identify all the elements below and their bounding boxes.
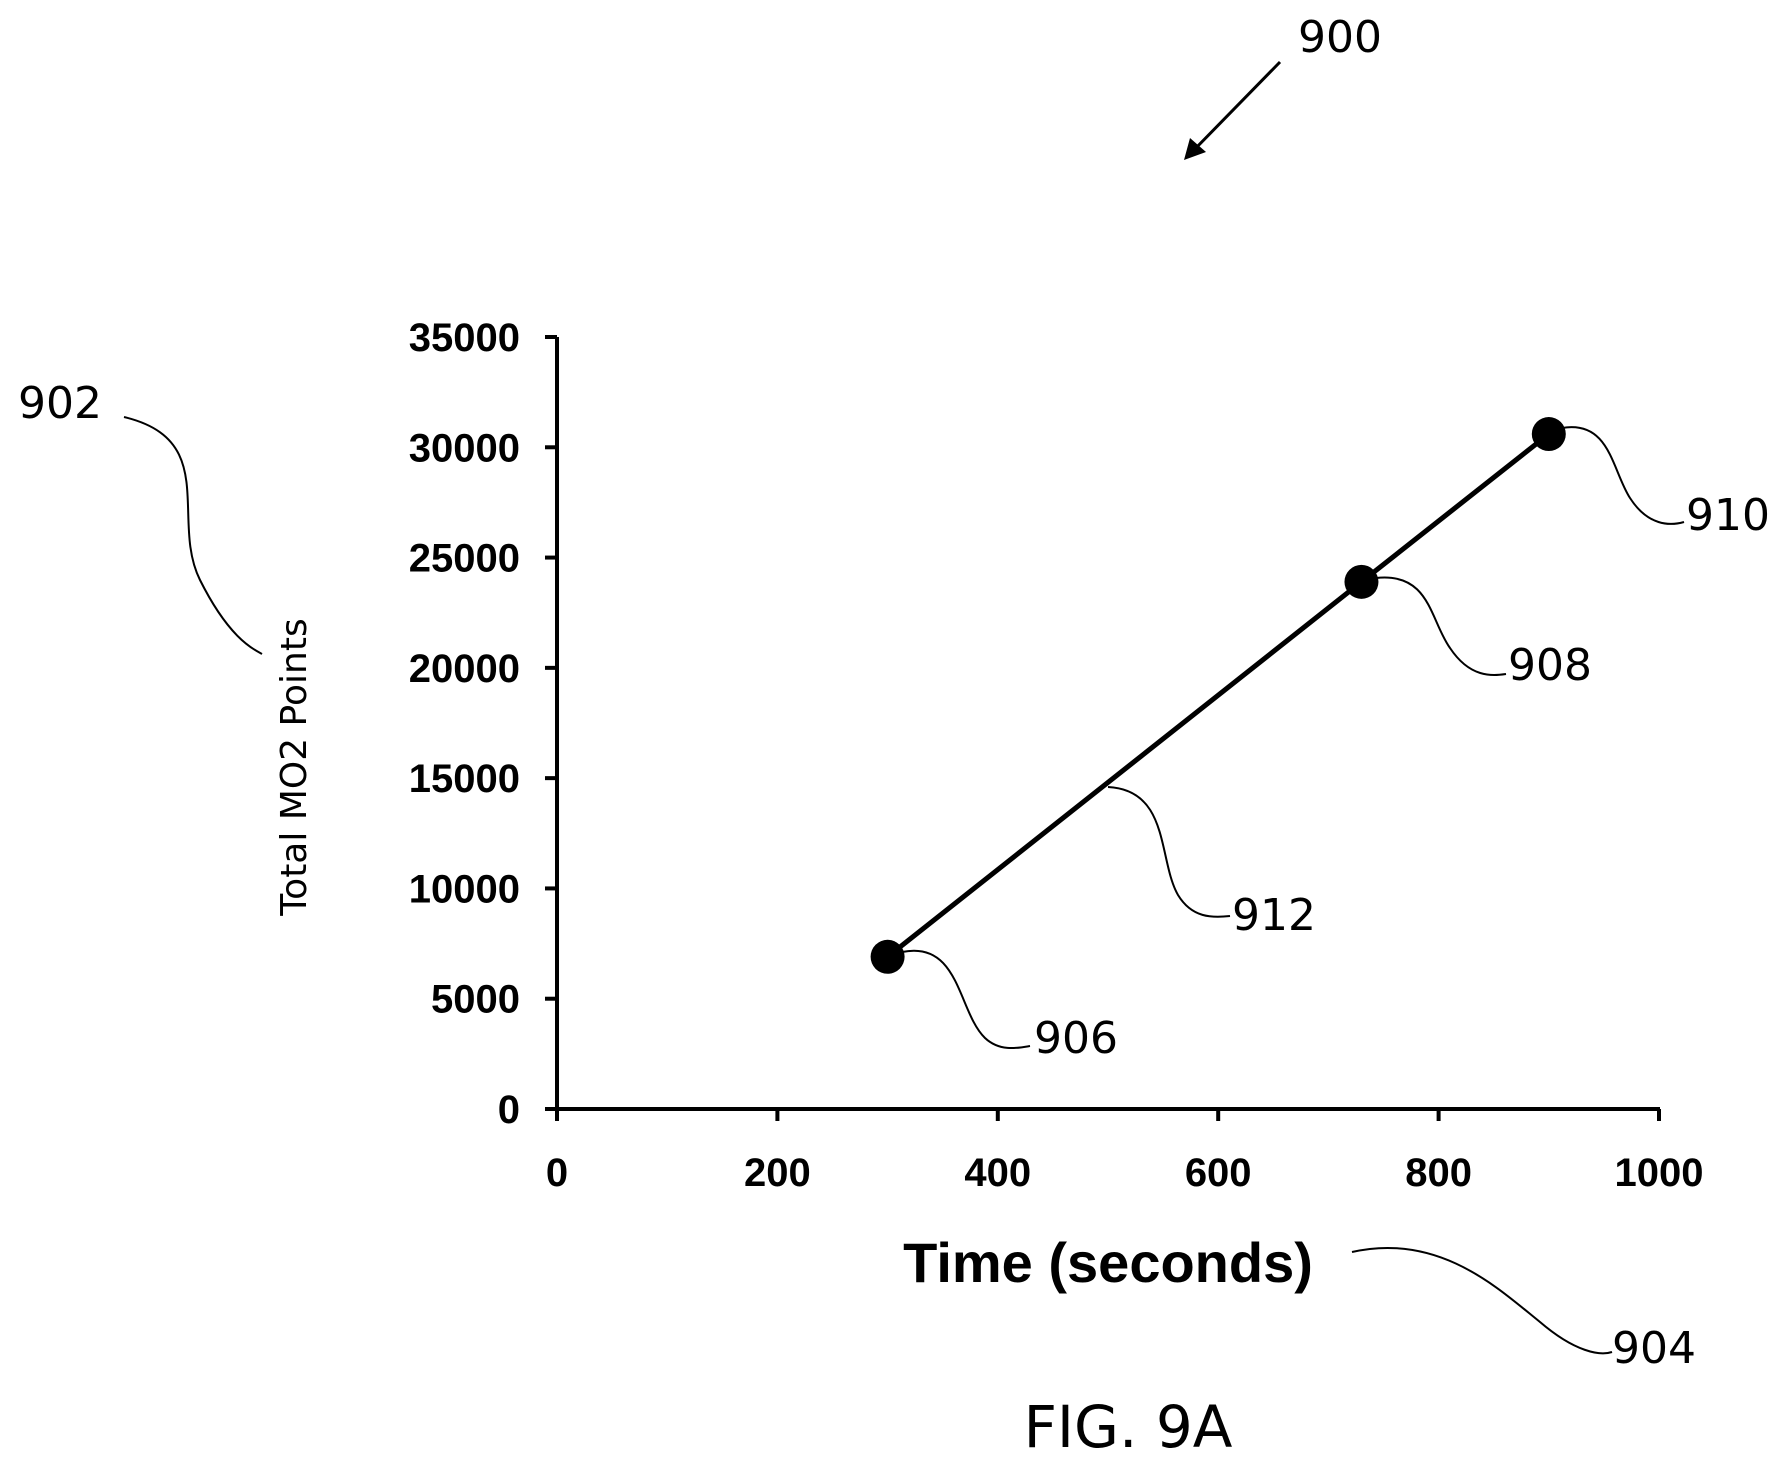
x-tick-label: 600 [1185, 1151, 1252, 1195]
x-tick-label: 400 [964, 1151, 1031, 1195]
series-line [886, 432, 1551, 959]
y-tick-label: 30000 [409, 426, 520, 470]
xlabel-ref-label: 904 [1612, 1323, 1696, 1374]
point-906-leader [901, 949, 1031, 1050]
series-group [870, 417, 1566, 974]
figure-caption: FIG. 9A [1024, 1393, 1233, 1461]
y-tick-label: 5000 [431, 978, 520, 1022]
xlabel-ref-leader [1351, 1246, 1613, 1355]
point-910-ref-label: 910 [1686, 490, 1770, 541]
y-tick-label: 35000 [409, 316, 520, 360]
line-912-leader [1107, 786, 1231, 918]
data-point [1531, 417, 1566, 452]
y-tick-label: 15000 [409, 757, 520, 801]
x-tick-label: 0 [546, 1151, 568, 1195]
figure-ref-arrow [1184, 60, 1282, 160]
y-tick-label: 25000 [409, 537, 520, 581]
y-tick-label: 20000 [409, 647, 520, 691]
x-tick-label: 1000 [1615, 1151, 1704, 1195]
y-axis-title: Total MO2 Points [274, 618, 315, 916]
line-912-ref-label: 912 [1232, 890, 1316, 941]
data-point [1344, 564, 1379, 599]
point-910-leader [1561, 426, 1685, 525]
point-906-ref-label: 906 [1034, 1013, 1118, 1064]
y-ticks-group: 0 5000 10000 15000 20000 25000 30000 35000 [409, 316, 557, 1132]
figure-ref-label: 900 [1298, 12, 1382, 63]
x-tick-label: 800 [1405, 1151, 1472, 1195]
x-tick-label: 200 [744, 1151, 811, 1195]
y-tick-label: 10000 [409, 867, 520, 911]
x-ticks-group: 0 200 400 600 800 1000 [546, 1109, 1704, 1195]
y-tick-label: 0 [498, 1088, 520, 1132]
point-908-leader [1375, 576, 1507, 676]
x-axis-title: Time (seconds) [903, 1231, 1313, 1294]
ylabel-ref-leader [123, 416, 263, 655]
point-908-ref-label: 908 [1508, 640, 1592, 691]
data-point [870, 939, 905, 974]
ylabel-ref-label: 902 [18, 378, 102, 429]
